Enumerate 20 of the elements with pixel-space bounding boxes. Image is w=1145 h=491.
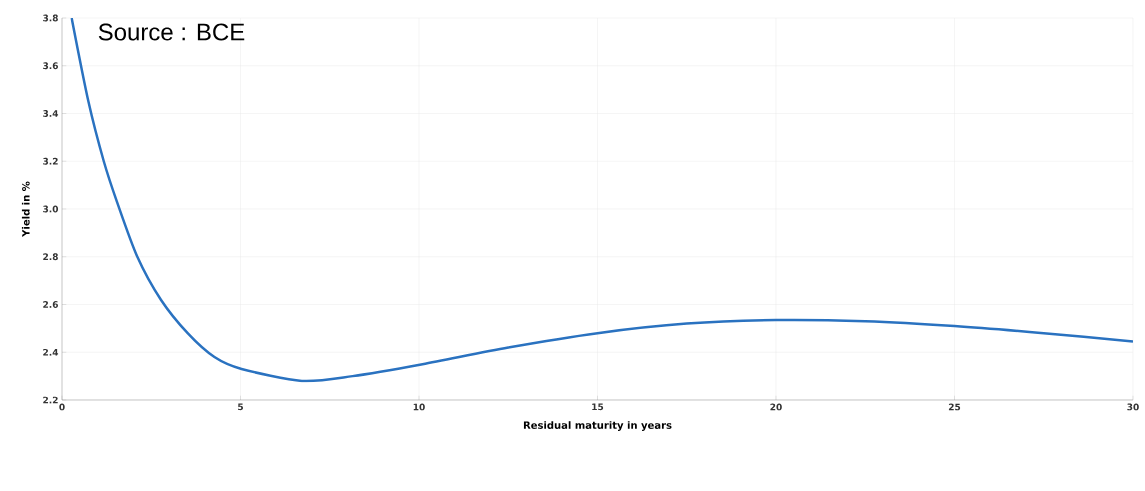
x-tick-label: 15 xyxy=(592,403,604,411)
y-tick-label: 3.6 xyxy=(43,62,58,70)
line-series xyxy=(70,18,1133,383)
y-tick-label: 2.2 xyxy=(43,396,58,404)
x-axis-title: Residual maturity in years xyxy=(523,421,672,431)
annotation: Source : BCE xyxy=(98,23,245,41)
y-tick-label: 3.0 xyxy=(43,205,59,213)
y-tick-label: 2.8 xyxy=(43,253,58,261)
y-tick-label: 3.8 xyxy=(43,14,58,22)
y-tick-label: 3.2 xyxy=(43,157,58,165)
x-tick-label: 25 xyxy=(948,403,961,411)
x-tick-label: 20 xyxy=(770,403,782,411)
x-tick-label: 30 xyxy=(1127,403,1139,411)
x-tick-label: 10 xyxy=(413,403,425,411)
y-tick-label: 2.4 xyxy=(43,348,59,356)
x-tick-label: 0 xyxy=(59,403,65,411)
y-tick-label: 2.6 xyxy=(43,301,58,308)
y-axis-title: Yield in % xyxy=(21,181,30,237)
y-tick-label: 3.4 xyxy=(43,110,59,117)
x-tick-label: 5 xyxy=(238,403,243,411)
